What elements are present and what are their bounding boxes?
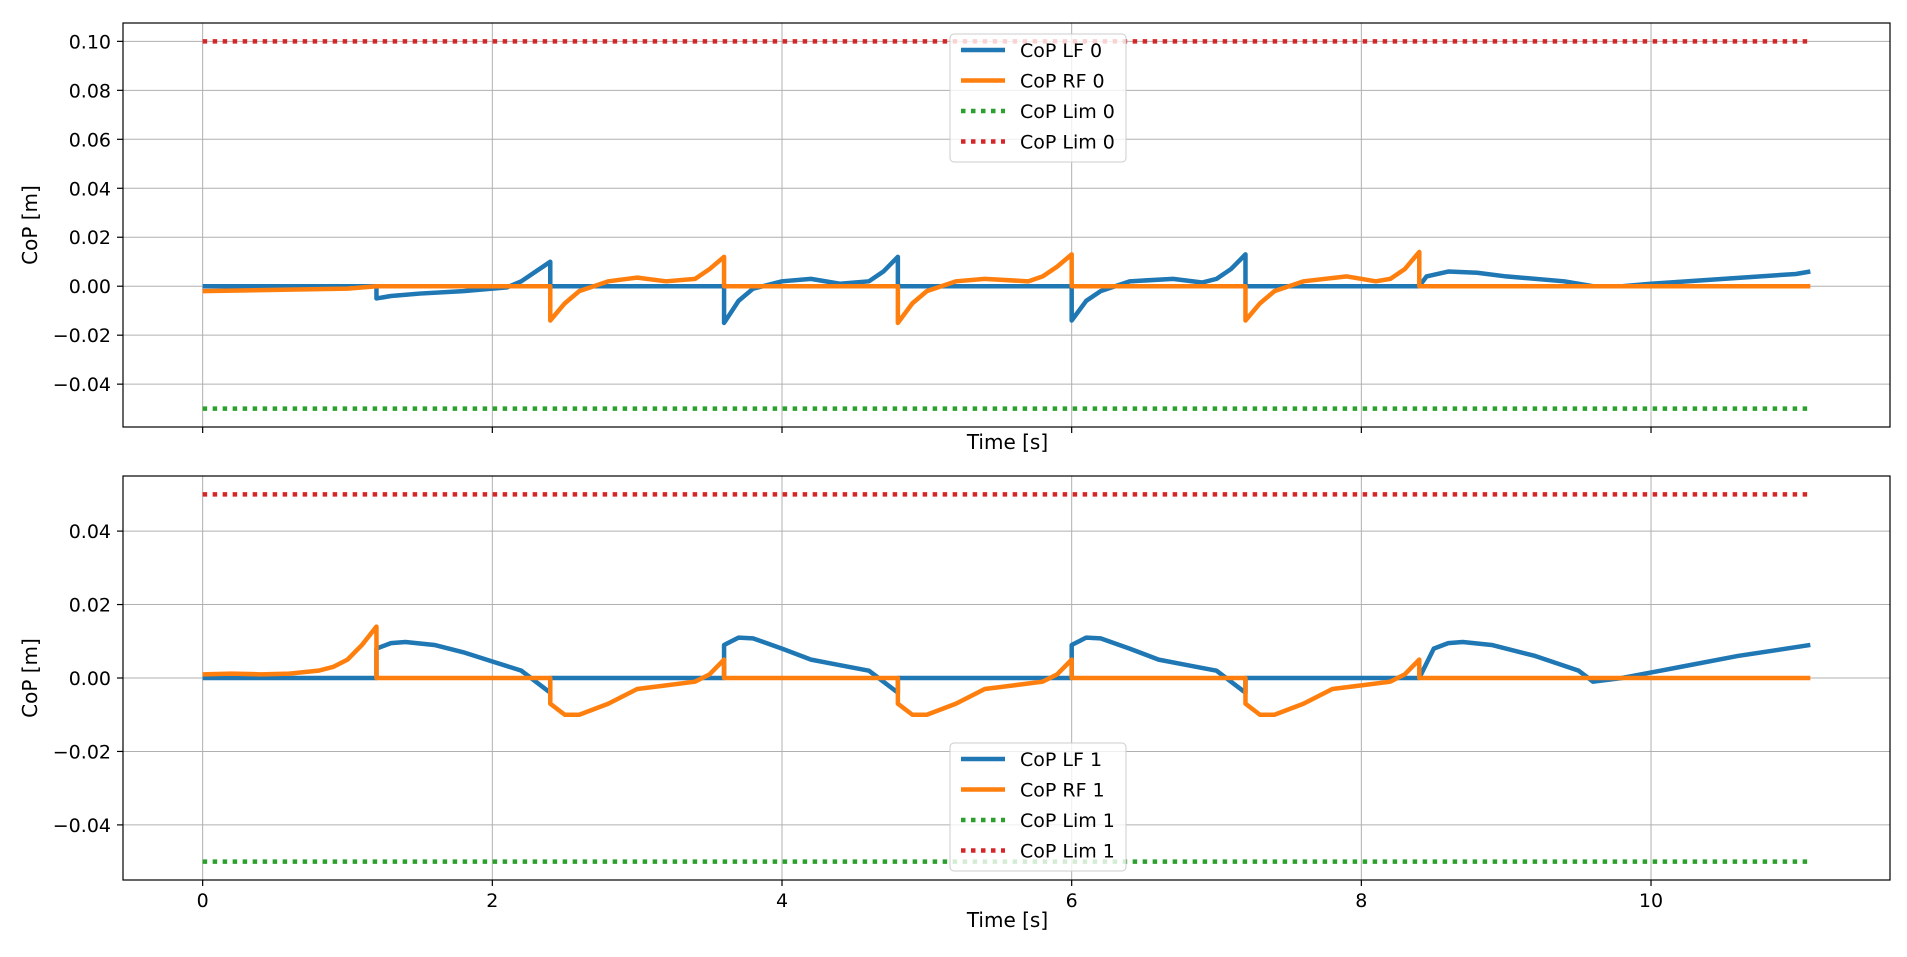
axes-frame [122,22,1891,428]
x-tick-label: 2 [486,890,498,912]
y-tick-label: −0.04 [53,374,111,396]
x-tick-label: 10 [1639,890,1663,912]
x-tick-label: 6 [1066,890,1078,912]
x-axis-label: Time [s] [966,908,1048,932]
y-tick-label: 0.06 [69,129,111,151]
y-tick-label: 0.08 [69,80,111,102]
y-tick-label: 0.04 [69,521,111,543]
legend: CoP LF 1 CoP RF 1 CoP Lim 1 CoP Lim 1 [949,742,1127,872]
legend-entry-label: CoP LF 1 [1020,749,1102,771]
legend-entry-label: CoP Lim 1 [1020,810,1115,832]
bottom-panel: 0 2 4 6 8 10 −0.04 −0.02 0.00 0.02 0.04 Time [s] CoP… [18,475,1891,932]
y-tick-label: 0.04 [69,178,111,200]
x-tick-label: 8 [1355,890,1367,912]
y-tick-label: −0.04 [53,815,111,837]
legend: CoP LF 0 CoP RF 0 CoP Lim 0 CoP Lim 0 [949,33,1127,163]
legend-entry-label: CoP Lim 0 [1020,101,1115,123]
legend-entry-label: CoP Lim 1 [1020,841,1115,863]
y-tick-label: 0.10 [69,31,111,53]
top-panel: −0.04 −0.02 0.00 0.02 0.04 0.06 0.08 0.10 Time [… [18,22,1891,454]
y-tick-label: 0.00 [69,276,111,298]
y-tick-label: −0.02 [53,741,111,763]
y-axis-label: CoP [m] [18,185,42,265]
legend-entry-label: CoP RF 0 [1020,71,1105,93]
legend-box [949,742,1127,872]
x-axis-label: Time [s] [966,430,1048,454]
legend-entry-label: CoP LF 0 [1020,40,1102,62]
y-tick-label: 0.02 [69,595,111,617]
y-axis-label: CoP [m] [18,638,42,718]
legend-box [949,33,1127,163]
legend-entry-label: CoP RF 1 [1020,780,1105,802]
x-tick-label: 4 [776,890,788,912]
series-line-lf [202,635,1811,695]
y-tick-label: 0.02 [69,227,111,249]
legend-entry-label: CoP Lim 0 [1020,132,1115,154]
y-tick-label: 0.00 [69,668,111,690]
y-tick-label: −0.02 [53,325,111,347]
series-line-rf [202,624,1811,717]
x-tick-label: 0 [197,890,209,912]
series-line-rf [202,249,1811,326]
series-line-lf [202,252,1811,326]
